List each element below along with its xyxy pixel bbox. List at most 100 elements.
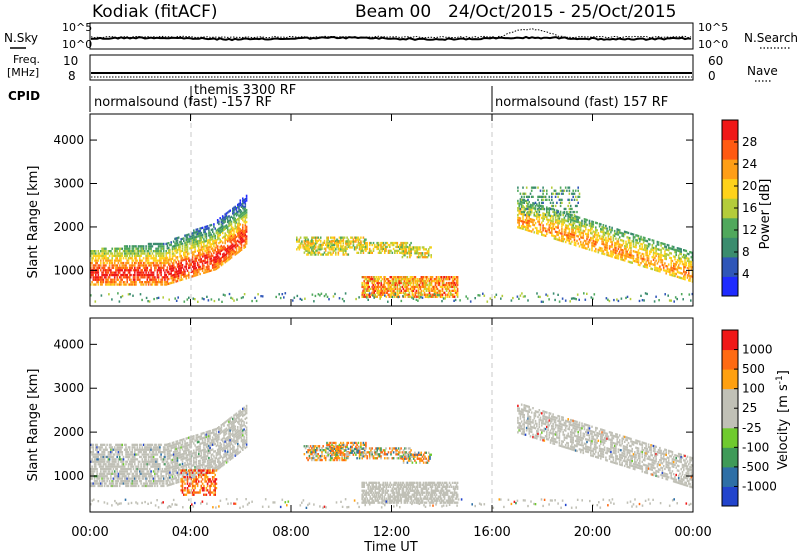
power-echo-cell xyxy=(148,300,151,303)
power-echo-cell xyxy=(394,287,397,291)
power-echo-cell xyxy=(427,287,430,291)
power-echo-cell xyxy=(446,293,449,296)
power-echo-cell xyxy=(238,226,240,229)
power-echo-cell xyxy=(615,249,617,252)
power-echo-cell xyxy=(230,215,233,218)
power-echo-cell xyxy=(391,243,394,247)
power-echo-cell xyxy=(154,264,156,267)
power-echo-cell xyxy=(108,276,111,279)
power-echo-cell xyxy=(527,198,529,201)
power-echo-cell xyxy=(405,278,408,281)
power-echo-cell xyxy=(558,231,561,235)
power-echo-cell xyxy=(120,261,122,265)
power-echo-cell xyxy=(170,241,172,244)
power-echo-cell xyxy=(251,299,253,303)
power-echo-cell xyxy=(302,244,304,247)
power-echo-cell xyxy=(398,295,401,298)
velocity-echo-cell xyxy=(131,465,134,468)
power-echo-cell xyxy=(176,277,179,280)
power-echo-cell xyxy=(601,228,603,231)
velocity-echo-cell xyxy=(131,446,134,449)
power-echo-cell xyxy=(522,206,524,209)
velocity-echo-cell xyxy=(140,451,142,454)
power-echo-cell xyxy=(644,244,646,247)
velocity-echo-cell xyxy=(127,446,130,449)
power-echo-cell xyxy=(213,259,215,262)
power-echo-cell xyxy=(206,256,209,259)
power-echo-cell xyxy=(528,220,530,223)
power-echo-cell xyxy=(686,274,689,277)
power-echo-cell xyxy=(150,278,152,281)
power-echo-cell xyxy=(191,237,194,240)
power-echo-cell xyxy=(319,246,322,249)
power-echo-cell xyxy=(683,270,685,273)
power-echo-cell xyxy=(618,245,621,249)
power-echo-cell xyxy=(157,269,160,272)
velocity-echo-cell xyxy=(100,443,102,446)
power-echo-cell xyxy=(215,255,218,259)
power-echo-cell xyxy=(564,186,567,189)
power-echo-cell xyxy=(405,287,408,291)
power-echo-cell xyxy=(122,281,125,284)
power-echo-cell xyxy=(641,257,644,260)
power-echo-cell xyxy=(105,273,107,277)
power-echo-cell xyxy=(517,202,519,205)
power-echo-cell xyxy=(653,300,656,303)
power-echo-cell xyxy=(552,201,554,204)
power-echo-cell xyxy=(520,224,523,228)
power-echo-cell xyxy=(188,264,190,267)
power-echo-cell xyxy=(185,248,188,251)
velocity-echo-cell xyxy=(102,465,105,468)
power-echo-cell xyxy=(299,246,302,249)
power-echo-cell xyxy=(568,213,571,216)
power-echo-cell xyxy=(146,254,149,257)
power-echo-cell xyxy=(546,189,548,192)
power-echo-cell xyxy=(379,285,381,289)
power-echo-cell xyxy=(314,239,317,243)
power-echo-cell xyxy=(193,260,195,263)
power-echo-cell xyxy=(229,245,231,248)
velocity-echo-cell xyxy=(131,451,134,454)
power-echo-cell xyxy=(667,263,670,266)
power-echo-cell xyxy=(527,202,529,206)
power-echo-cell xyxy=(688,257,690,260)
power-echo-cell xyxy=(389,293,392,296)
power-echo-cell xyxy=(424,256,426,259)
power-echo-cell xyxy=(184,248,186,252)
power-echo-cell xyxy=(215,267,218,271)
power-echo-cell xyxy=(226,240,229,243)
power-echo-cell xyxy=(215,258,218,261)
power-echo-cell xyxy=(314,242,317,245)
power-echo-cell xyxy=(157,259,160,262)
power-echo-cell xyxy=(522,295,525,298)
power-echo-cell xyxy=(378,291,380,294)
power-echo-cell xyxy=(676,268,679,271)
power-echo-cell xyxy=(165,273,167,277)
power-echo-cell xyxy=(102,247,105,250)
power-echo-cell xyxy=(518,205,520,208)
power-echo-cell xyxy=(544,234,547,237)
power-echo-cell xyxy=(203,255,205,258)
power-echo-cell xyxy=(659,255,661,259)
power-echo-cell xyxy=(161,283,164,286)
power-echo-cell xyxy=(169,263,171,266)
power-echo-cell xyxy=(160,257,162,260)
power-echo-cell xyxy=(242,296,244,299)
power-echo-cell xyxy=(562,189,564,192)
power-echo-cell xyxy=(392,287,395,291)
power-echo-cell xyxy=(564,231,567,234)
power-echo-cell xyxy=(141,298,143,302)
power-echo-cell xyxy=(242,216,244,219)
power-echo-cell xyxy=(376,279,378,283)
power-echo-cell xyxy=(641,248,644,251)
power-echo-cell xyxy=(444,283,447,287)
power-echo-cell xyxy=(439,276,442,279)
power-echo-cell xyxy=(577,235,579,238)
power-echo-cell xyxy=(183,251,185,254)
power-echo-cell xyxy=(396,295,399,298)
power-echo-cell xyxy=(394,283,397,287)
power-echo-cell xyxy=(578,226,581,229)
power-echo-cell xyxy=(180,271,182,274)
power-echo-cell xyxy=(206,263,209,266)
power-echo-cell xyxy=(552,227,554,230)
